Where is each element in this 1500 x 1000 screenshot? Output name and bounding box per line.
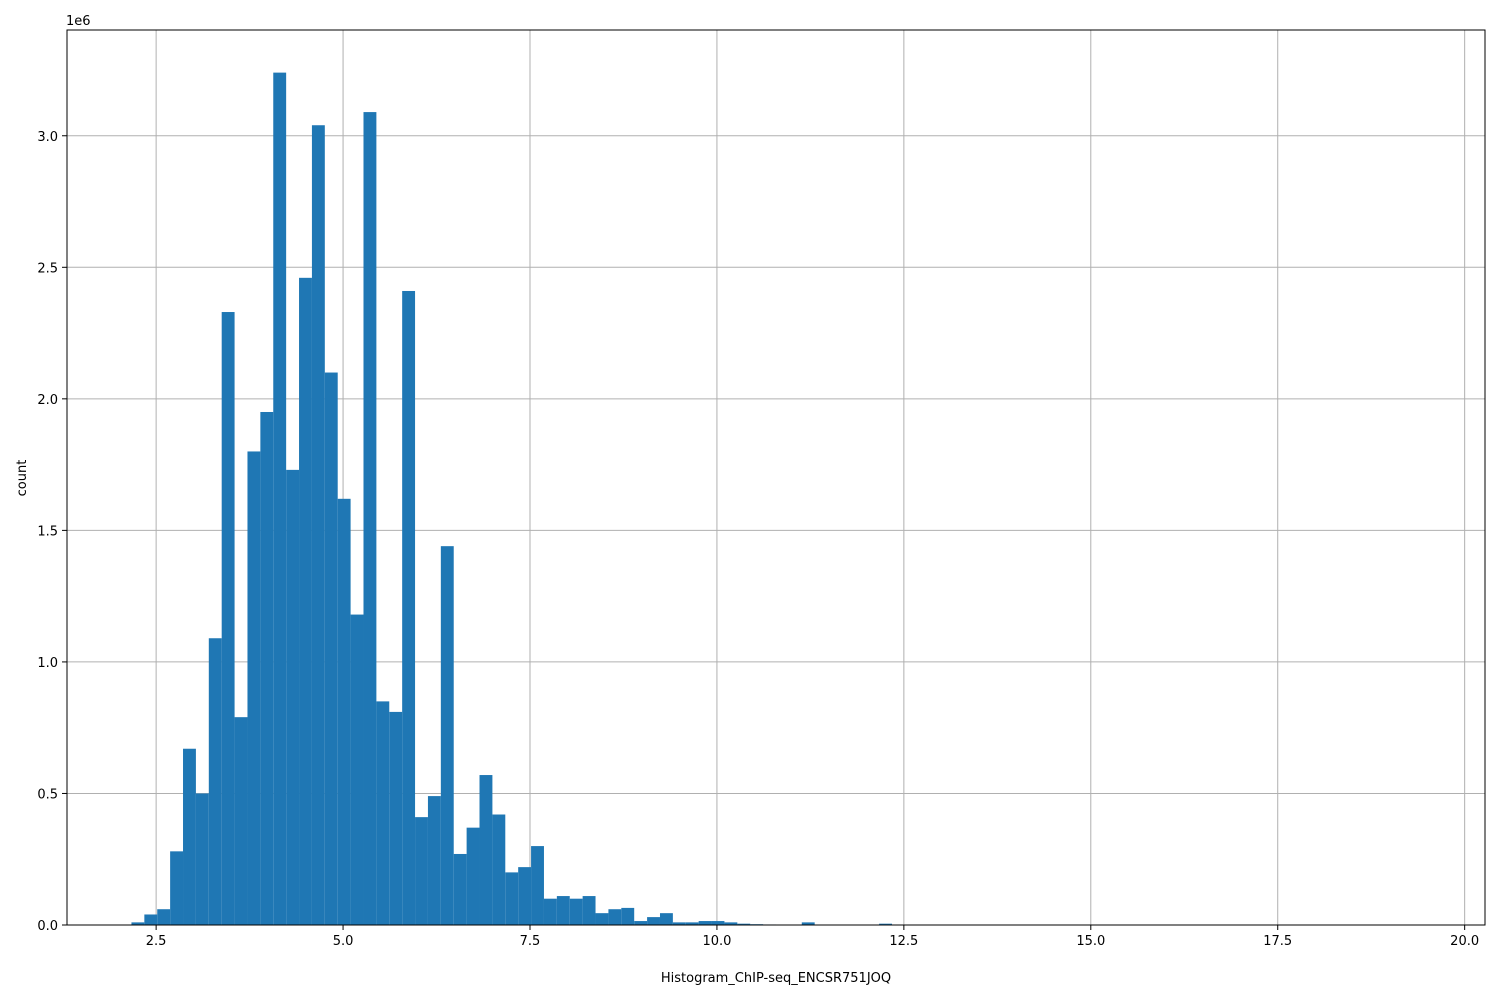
- bar: [672, 922, 686, 925]
- y-tick-label: 1.5: [37, 524, 58, 539]
- bar: [363, 112, 377, 926]
- bar: [273, 72, 287, 926]
- bar: [453, 853, 467, 925]
- bar: [157, 909, 171, 925]
- x-tick-label: 15.0: [1076, 934, 1105, 949]
- bar: [260, 411, 274, 926]
- y-tick-label: 2.0: [37, 393, 58, 408]
- bar: [518, 867, 532, 925]
- bar: [543, 898, 557, 925]
- bar: [286, 469, 300, 925]
- x-tick-label: 20.0: [1450, 934, 1479, 949]
- bar: [505, 872, 519, 925]
- x-tick-label: 2.5: [146, 934, 167, 949]
- bar: [582, 896, 596, 925]
- bar: [170, 851, 184, 925]
- bar: [415, 817, 428, 925]
- bar: [569, 898, 583, 925]
- y-tick-label: 3.0: [37, 130, 58, 145]
- bar: [466, 827, 480, 925]
- y-tick-label: 0.5: [37, 787, 58, 802]
- bar: [634, 921, 648, 925]
- bars: [131, 72, 1421, 926]
- x-axis-label: Histogram_ChIP-seq_ENCSR751JOQ: [661, 971, 891, 986]
- bar: [337, 498, 351, 925]
- bar: [234, 717, 248, 925]
- x-tick-label: 10.0: [702, 934, 731, 949]
- bar: [376, 701, 390, 925]
- x-tick-label: 5.0: [333, 934, 354, 949]
- bar: [659, 913, 673, 925]
- bar: [427, 796, 441, 925]
- bar: [402, 290, 416, 925]
- y-tick-label: 0.0: [37, 919, 58, 934]
- x-tick-label: 7.5: [520, 934, 541, 949]
- x-tick-label: 12.5: [889, 934, 918, 949]
- bar: [556, 896, 570, 925]
- y-axis-label: count: [15, 460, 30, 497]
- bar: [324, 372, 338, 925]
- bar: [698, 921, 712, 925]
- bar: [479, 775, 493, 925]
- bar: [131, 922, 145, 925]
- bar: [801, 922, 815, 925]
- bar: [531, 846, 544, 925]
- bar: [440, 546, 454, 925]
- y-tick-label: 1.0: [37, 656, 58, 671]
- x-tick-label: 17.5: [1263, 934, 1292, 949]
- bar: [608, 909, 622, 925]
- bar: [711, 921, 725, 925]
- bar: [183, 748, 196, 925]
- bar: [221, 312, 235, 925]
- bar: [350, 614, 364, 925]
- bar: [685, 922, 699, 925]
- bar: [389, 711, 403, 925]
- bar: [144, 914, 158, 925]
- bar: [195, 793, 209, 925]
- bar: [208, 638, 222, 925]
- bar: [647, 917, 660, 925]
- bar: [724, 922, 738, 925]
- bar: [299, 277, 312, 925]
- y-offset-label: 1e6: [66, 14, 91, 29]
- bar: [737, 923, 751, 925]
- plot-frame: [66, 29, 1486, 926]
- bar: [247, 451, 261, 925]
- y-tick-label: 2.5: [37, 261, 58, 276]
- bar: [311, 125, 325, 925]
- bar: [492, 814, 506, 925]
- bar: [621, 907, 635, 925]
- bar: [595, 913, 609, 925]
- bar: [879, 923, 893, 925]
